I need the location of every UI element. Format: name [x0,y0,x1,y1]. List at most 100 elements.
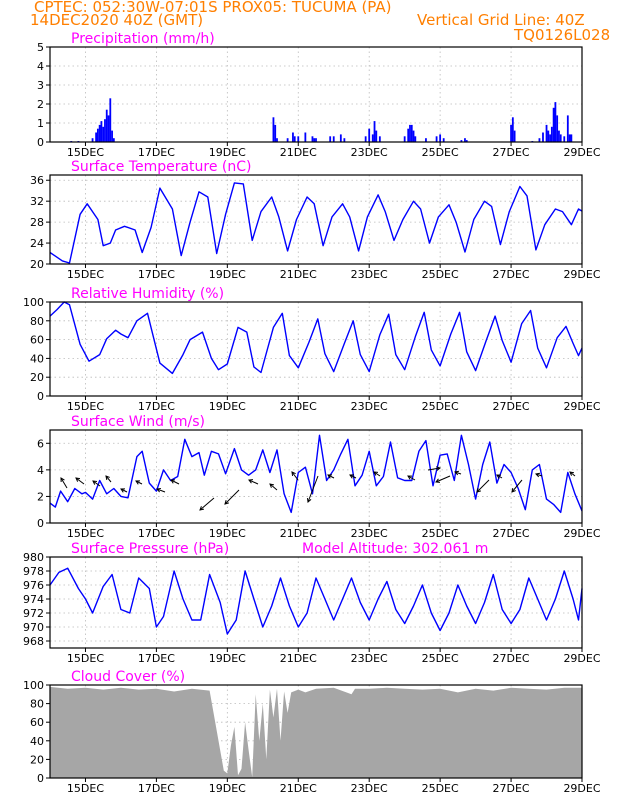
wind-arrow [435,475,451,483]
y-tick-label: 80 [30,698,44,711]
y-tick-label: 974 [23,593,44,606]
series-line [49,434,583,514]
precip-bar [109,98,112,142]
precip-bar [272,117,275,142]
panel-2: 0 20 40 60 80 100 15DEC 17DEC 19DEC 21DEC 23DEC 25D… [23,286,601,413]
precip-bar [329,136,332,142]
wind-arrow-head [135,480,141,485]
precip-bar [311,136,314,142]
panel-title: Relative Humidity (%) [71,286,224,302]
precip-bar [286,138,289,142]
wind-arrow-head [435,478,441,483]
x-tick-label: 19DEC [209,268,246,281]
precip-bar [549,134,551,142]
wind-arrow [75,477,85,485]
precip-bar [568,134,571,142]
precip-bar [510,124,512,142]
y-tick-label: 978 [23,565,44,578]
precip-bar [425,138,427,142]
panel-1: 20 24 28 32 36 15DEC 17DEC 19DEC 21DEC 23DEC 25DEC… [30,159,601,281]
precip-bar [439,134,442,142]
x-tick-label: 23DEC [351,400,388,413]
x-tick-label: 21DEC [280,527,317,540]
x-tick-label: 15DEC [67,400,104,413]
wind-arrow-head [291,471,296,477]
header-code: TQ0126L028 [514,26,611,44]
precip-bar [407,128,410,142]
wind-arrow [156,488,166,493]
wind-arrow-head [75,477,81,482]
x-tick-label: 23DEC [351,652,388,665]
wind-arrow-head [454,470,460,476]
y-tick-label: 80 [30,315,44,328]
wind-arrow-head [373,471,379,476]
panel-frame [49,46,583,143]
x-tick-label: 17DEC [138,652,175,665]
wind-arrow-head [224,500,229,505]
precip-bar [339,134,342,142]
precip-bar [292,132,294,142]
precip-bar [111,130,113,142]
wind-arrow [373,471,381,477]
wind-arrow [105,475,112,483]
x-tick-label: 21DEC [280,268,317,281]
wind-arrow-head [535,472,541,478]
x-tick-label: 25DEC [422,268,459,281]
wind-arrow [349,474,357,479]
wind-arrow [120,488,128,493]
x-tick-label: 25DEC [422,652,459,665]
x-tick-label: 19DEC [209,652,246,665]
precip-bar [373,121,376,142]
x-tick-label: 15DEC [67,527,104,540]
y-tick-label: 40 [30,352,44,365]
y-tick-label: 100 [23,679,44,692]
precip-bar [513,130,516,142]
precip-bar [563,136,566,142]
x-tick-label: 23DEC [351,527,388,540]
wind-arrow-head [349,474,355,479]
wind-arrow-head [511,487,516,493]
wind-arrow [92,480,101,487]
precip-bar [545,124,548,142]
wind-arrow [199,497,215,511]
wind-arrow [569,471,576,477]
wind-arrow [248,479,259,485]
x-tick-label: 17DEC [138,782,175,795]
wind-arrow [291,471,299,481]
panel-frame [49,684,583,779]
y-tick-label: 970 [23,621,44,634]
precip-bar [435,136,438,142]
series-line [49,567,583,635]
panel-title: Precipitation (mm/h) [71,31,215,47]
wind-arrow-head [569,471,575,476]
precip-bar [465,140,468,142]
wind-arrow-head [170,479,176,484]
x-tick-label: 25DEC [422,146,459,159]
precip-bar [91,138,94,142]
wind-arrow [170,479,180,485]
x-tick-label: 19DEC [209,527,246,540]
y-tick-label: 32 [30,195,44,208]
y-tick-label: 20 [30,753,44,766]
series-line [49,182,583,264]
precip-bar [104,119,106,142]
x-tick-label: 27DEC [493,782,530,795]
y-tick-label: 2 [37,490,44,503]
header-date: 14DEC2020 40Z (GMT) [30,11,204,29]
precip-bar [409,124,411,142]
wind-arrow-head [496,474,502,479]
wind-arrow-head [92,480,98,485]
wind-arrow [60,477,68,489]
x-tick-label: 27DEC [493,527,530,540]
y-tick-label: 0 [37,517,44,530]
precip-bar [368,128,371,142]
panel-title: Cloud Cover (%) [71,669,185,685]
wind-arrow [135,480,143,485]
x-tick-label: 17DEC [138,400,175,413]
precip-bar [315,138,317,142]
wind-arrow [535,473,543,477]
precip-bar [371,134,374,142]
precip-bar [442,138,445,142]
y-tick-label: 4 [37,464,44,477]
